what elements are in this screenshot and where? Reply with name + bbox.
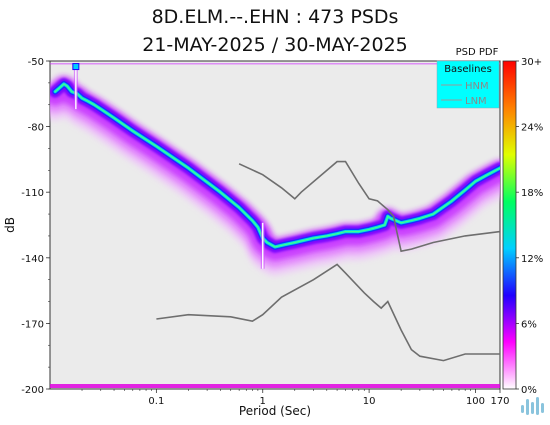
psd-density-layer [50, 63, 500, 388]
x-tick-label: 10 [363, 396, 376, 407]
colorbar-tick-label: 18% [521, 188, 543, 199]
legend: Baselines HNM LNM [436, 60, 500, 109]
psd-floor-row [50, 384, 500, 388]
chart-title: 8D.ELM.--.EHN : 473 PSDs [151, 6, 399, 28]
y-tick-label: -50 [28, 57, 44, 68]
colorbar-tick-label: 0% [521, 385, 537, 396]
y-tick-label: -110 [21, 188, 44, 199]
colorbar-title: PSD PDF [456, 47, 499, 58]
psd-spike-marker [72, 63, 80, 71]
lnm-line [156, 263, 500, 362]
legend-lnm-label: LNM [465, 96, 487, 107]
y-axis: -50 -80 -110 -140 -170 -200 [21, 57, 50, 396]
y-axis-label: dB [3, 217, 17, 233]
colorbar-tick-label: 12% [521, 254, 543, 265]
x-axis-label: Period (Sec) [239, 404, 311, 418]
x-tick-label: 100 [466, 396, 485, 407]
colorbar-tick-label: 30+ [521, 57, 542, 68]
y-tick-label: -140 [21, 254, 44, 265]
chart-subtitle: 21-MAY-2025 / 30-MAY-2025 [142, 34, 408, 56]
x-tick-label: 0.1 [148, 396, 164, 407]
colorbar [502, 60, 517, 390]
y-tick-label: -170 [21, 319, 44, 330]
x-tick-label: 1 [260, 396, 266, 407]
x-tick-label: 170 [490, 396, 509, 407]
psd-ceiling-row [50, 63, 500, 65]
colorbar-tick-label: 24% [521, 123, 543, 134]
x-axis: 0.1 1 10 100 170 [81, 389, 510, 407]
y-tick-label: -80 [28, 123, 44, 134]
psd-density-band-6 [54, 83, 500, 248]
y-tick-label: -200 [21, 385, 44, 396]
colorbar-tick-label: 6% [521, 319, 537, 330]
hnm-line [238, 160, 500, 253]
legend-hnm-label: HNM [465, 81, 489, 92]
legend-title: Baselines [444, 64, 492, 75]
baseline-layer [156, 160, 500, 362]
app-logo-icon [521, 397, 544, 415]
colorbar-ticks: 0% 6% 12% 18% 24% 30+ [516, 57, 543, 396]
